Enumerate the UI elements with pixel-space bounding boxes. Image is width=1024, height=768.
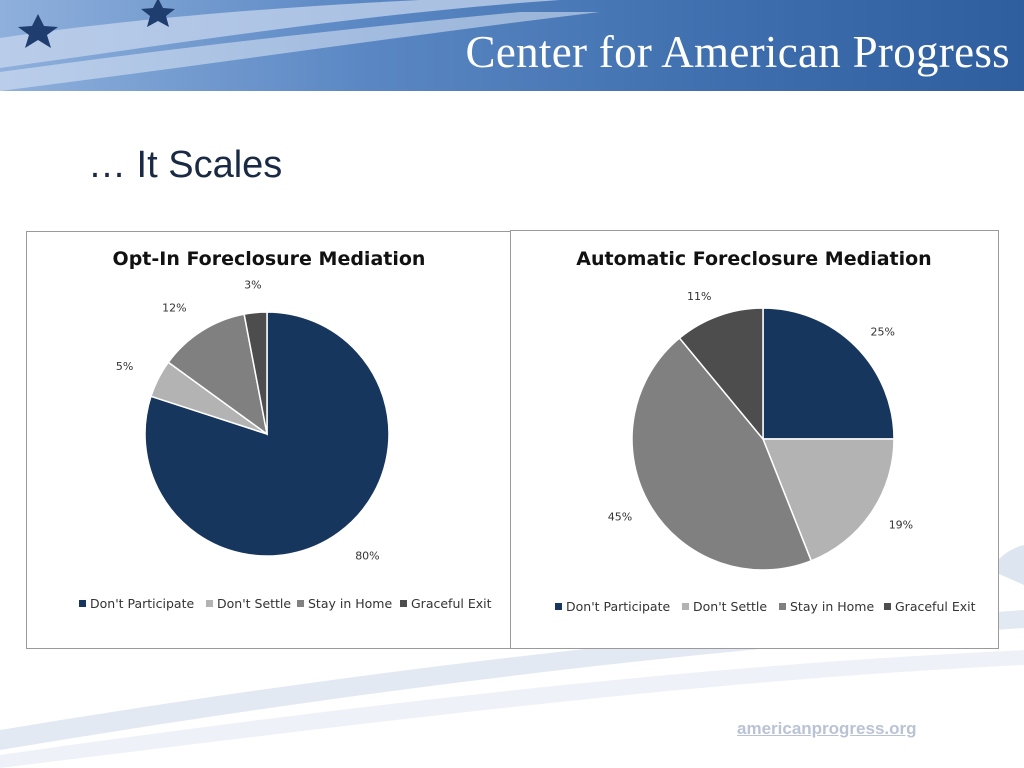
flag-decoration bbox=[0, 0, 600, 91]
header-banner: Center for American Progress bbox=[0, 0, 1024, 91]
legend-swatch bbox=[206, 600, 213, 607]
data-label: 45% bbox=[608, 510, 632, 523]
data-label: 3% bbox=[244, 279, 261, 292]
chart-title: Opt-In Foreclosure Mediation bbox=[113, 248, 426, 270]
legend-label: Graceful Exit bbox=[411, 596, 492, 611]
pie-chart-opt-in: Opt-In Foreclosure Mediation 80%5%12%3% … bbox=[79, 248, 492, 611]
star-icon bbox=[18, 14, 58, 48]
legend-label: Don't Participate bbox=[566, 599, 670, 614]
star-icon bbox=[141, 0, 175, 27]
legend-label: Stay in Home bbox=[308, 596, 392, 611]
pie-slice-stay-in-home bbox=[631, 337, 813, 571]
legend-swatch bbox=[779, 603, 786, 610]
legend-swatch bbox=[297, 600, 304, 607]
legend-swatch bbox=[79, 600, 86, 607]
legend-swatch bbox=[400, 600, 407, 607]
pie-slice-graceful-exit bbox=[678, 307, 764, 442]
legend-swatch bbox=[555, 603, 562, 610]
pie-slice-stay-in-home bbox=[167, 313, 269, 436]
legend-label: Don't Settle bbox=[217, 596, 291, 611]
pie-slice-graceful-exit bbox=[243, 311, 268, 435]
legend-swatch bbox=[682, 603, 689, 610]
legend-swatch bbox=[884, 603, 891, 610]
chart-panel-opt-in: Opt-In Foreclosure Mediation 80% 5% 12% 3% … bbox=[26, 231, 512, 649]
legend-label: Stay in Home bbox=[790, 599, 874, 614]
data-label: 5% bbox=[116, 360, 133, 373]
chart-title: Automatic Foreclosure Mediation bbox=[576, 248, 931, 270]
chart-panel-automatic: Automatic Foreclosure Mediation 25% 19% 45… bbox=[510, 230, 999, 649]
data-label: 25% bbox=[871, 326, 895, 339]
pie-slice-don-t-settle bbox=[761, 438, 895, 562]
organization-name: Center for American Progress bbox=[465, 27, 1010, 77]
pie-slice-don-t-participate bbox=[762, 307, 895, 440]
data-label: 80% bbox=[355, 549, 379, 562]
data-label: 12% bbox=[162, 301, 186, 314]
data-label: 19% bbox=[889, 518, 913, 531]
legend-label: Graceful Exit bbox=[895, 599, 976, 614]
slide-title: … It Scales bbox=[88, 144, 283, 186]
footer-link[interactable]: americanprogress.org bbox=[737, 719, 917, 738]
data-label: 11% bbox=[687, 290, 711, 303]
pie-chart-automatic: Automatic Foreclosure Mediation 25% 19% 45… bbox=[555, 248, 976, 614]
legend-label: Don't Settle bbox=[693, 599, 767, 614]
legend-label: Don't Participate bbox=[90, 596, 194, 611]
